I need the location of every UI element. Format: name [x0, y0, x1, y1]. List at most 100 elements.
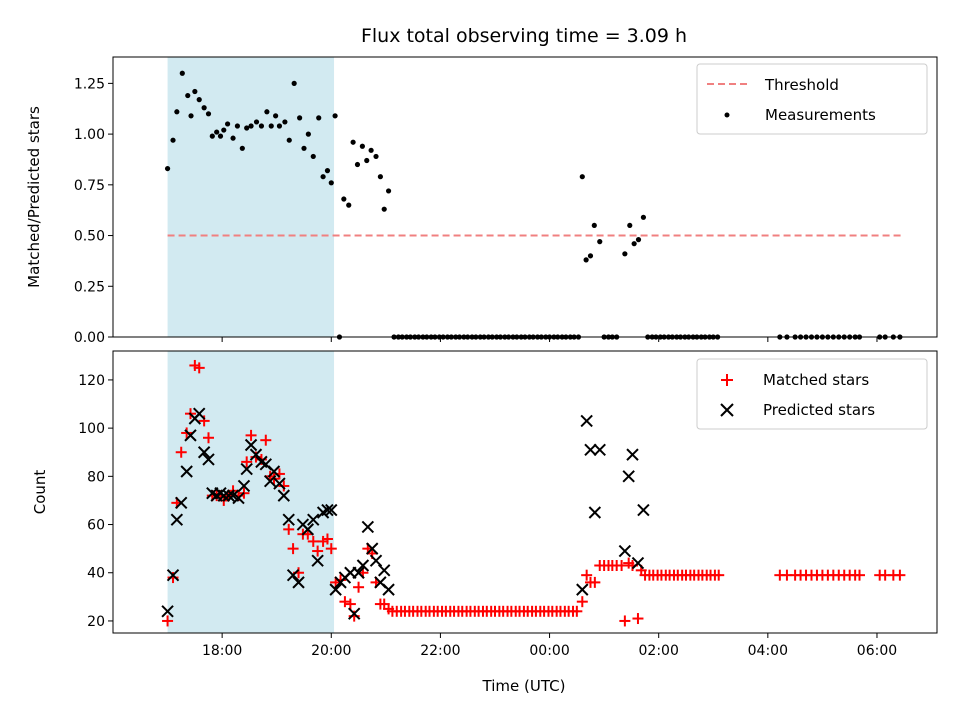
measurement-point	[583, 257, 589, 263]
y-tick-label: 120	[78, 373, 105, 389]
top-panel: Flux total observing time = 3.09 h 0.000…	[25, 25, 938, 346]
measurement-point	[301, 145, 307, 151]
measurement-point	[377, 174, 383, 180]
top-panel-x-ticks	[221, 337, 878, 342]
predicted-star-point	[170, 513, 184, 526]
predicted-star-point	[365, 542, 379, 555]
legend-matched-swatch	[721, 374, 733, 386]
top-panel-legend-box	[696, 63, 928, 135]
matched-star-point	[616, 560, 628, 572]
measurement-point	[185, 92, 191, 99]
top-panel-legend: Threshold Measurements	[696, 63, 928, 135]
predicted-star-point	[593, 443, 606, 457]
predicted-star-point	[321, 503, 334, 517]
measurement-point	[258, 123, 265, 129]
predicted-star-point	[222, 489, 235, 502]
matched-star-point	[321, 533, 333, 545]
measurement-point	[354, 161, 361, 168]
predicted-star-point	[161, 605, 174, 618]
predicted-star-point	[369, 554, 383, 567]
legend-measurements-label: Measurements	[765, 106, 876, 124]
top-panel-y-label: Matched/Predicted stars	[25, 106, 43, 288]
measurement-point	[209, 133, 215, 139]
measurement-point	[214, 129, 220, 135]
predicted-star-point	[311, 554, 324, 567]
measurement-point	[597, 239, 603, 245]
predicted-star-point	[263, 474, 277, 488]
predicted-star-point	[329, 583, 342, 596]
measurement-point	[579, 174, 585, 180]
bottom-panel-y-ticks: 20 40 60 80 100 120	[78, 373, 113, 630]
predicted-star-point	[378, 564, 391, 577]
y-tick-label: 0.00	[74, 330, 105, 346]
predicted-star-point	[356, 559, 370, 572]
y-tick-label: 60	[87, 518, 105, 534]
measurement-point	[627, 222, 633, 229]
measurement-point	[635, 237, 642, 243]
measurement-point	[170, 137, 176, 143]
matched-star-point	[576, 596, 588, 608]
matched-star-point	[283, 523, 295, 535]
top-panel-shaded-region	[167, 57, 335, 337]
measurement-point	[332, 113, 338, 119]
predicted-star-point	[637, 503, 650, 517]
measurement-point	[346, 202, 352, 208]
measurement-point	[248, 123, 254, 129]
predicted-star-point	[202, 453, 215, 466]
measurement-point	[201, 105, 207, 111]
measurement-point	[276, 123, 283, 129]
bottom-panel-legend-box	[696, 358, 928, 430]
predicted-star-point	[307, 513, 320, 526]
measurement-point	[320, 174, 326, 180]
measurement-point	[286, 137, 292, 143]
x-tick-label: 04:00	[748, 643, 788, 659]
predicted-star-point	[292, 576, 305, 589]
measurement-point	[341, 196, 347, 202]
measurement-point	[221, 127, 227, 133]
predicted-star-point	[193, 407, 206, 420]
measurement-point	[324, 168, 331, 174]
predicted-star-point	[175, 496, 188, 510]
predicted-star-point	[622, 470, 635, 483]
top-panel-y-ticks: 0.00 0.25 0.50 0.75 1.00 1.25	[74, 76, 113, 346]
predicted-star-point	[240, 462, 253, 476]
predicted-star-point	[352, 566, 365, 579]
legend-measurements-swatch	[724, 112, 730, 118]
predicted-star-point	[273, 477, 286, 490]
y-tick-label: 100	[78, 421, 105, 437]
y-tick-label: 1.25	[74, 76, 105, 92]
legend-predicted-swatch	[720, 403, 734, 417]
predicted-star-point	[232, 491, 245, 505]
measurement-point	[264, 109, 270, 115]
predicted-star-point	[382, 583, 395, 596]
measurement-point	[179, 70, 185, 76]
measurement-point	[253, 119, 260, 125]
y-tick-label: 1.00	[74, 127, 105, 143]
matched-star-point	[713, 569, 725, 581]
measurement-point	[196, 97, 202, 103]
x-tick-label: 02:00	[639, 643, 679, 659]
y-tick-label: 0.50	[74, 229, 105, 245]
measurement-point	[368, 147, 374, 153]
matched-star-point	[312, 545, 324, 557]
predicted-star-point	[237, 479, 251, 493]
predicted-star-point	[217, 489, 230, 502]
matched-star-point	[894, 569, 906, 581]
measurement-point	[297, 115, 303, 121]
top-panel-frame	[112, 56, 938, 338]
predicted-star-point	[197, 446, 211, 459]
bottom-panel-x-ticks: 18:00 20:00 22:00 00:00 02:00 04:00 06:00	[202, 633, 897, 659]
y-tick-label: 0.75	[74, 178, 105, 194]
bottom-panel: 20 40 60 80 100 120 18:00 20:00 22:00 00:00 02:00…	[31, 350, 938, 695]
matched-star-point	[619, 615, 631, 627]
measurement-point	[359, 143, 365, 149]
measurement-point	[282, 119, 288, 125]
predicted-star-point	[576, 583, 589, 596]
predicted-star-point	[282, 513, 295, 526]
predicted-stars-points	[161, 407, 650, 620]
matched-star-point	[241, 456, 253, 468]
x-tick-label: 06:00	[857, 643, 897, 659]
measurement-point	[631, 241, 637, 247]
predicted-star-point	[267, 465, 281, 478]
